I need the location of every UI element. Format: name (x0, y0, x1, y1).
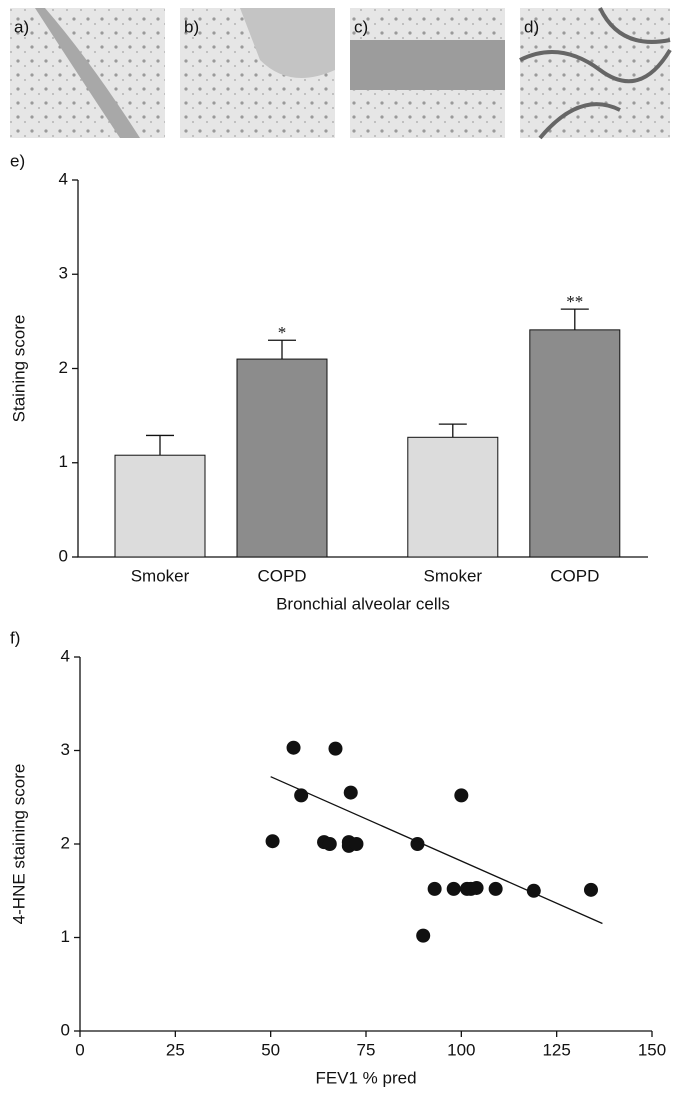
y-tick-label: 2 (59, 358, 68, 377)
point (266, 834, 280, 848)
panel-label: e) (10, 151, 25, 170)
point (416, 929, 430, 943)
tissue (350, 40, 505, 90)
figure: a) b) c) d) e) 0 1 2 3 4 Staining score Bronchi… (0, 0, 673, 1093)
panel-label: c) (354, 17, 368, 36)
y-tick-label: 4 (61, 646, 70, 665)
panel-label: f) (10, 628, 20, 647)
x-tick-label: COPD (550, 566, 599, 585)
point (328, 742, 342, 756)
panel-label: d) (524, 17, 539, 36)
fit-line (271, 777, 603, 924)
error-bar (146, 435, 174, 455)
bar (237, 359, 327, 557)
point (287, 741, 301, 755)
x-tick-label: Smoker (424, 566, 483, 585)
y-tick-label: 1 (61, 927, 70, 946)
y-tick-label: 4 (59, 169, 68, 188)
bar (115, 455, 205, 557)
y-tick-label: 0 (61, 1020, 70, 1039)
significance: ** (566, 292, 583, 311)
x-tick-label: 125 (542, 1040, 570, 1059)
point (428, 882, 442, 896)
y-tick-label: 2 (61, 833, 70, 852)
error-bar (439, 424, 467, 437)
x-tick-label: COPD (257, 566, 306, 585)
significance: * (278, 323, 287, 342)
y-axis-label: Staining score (9, 315, 28, 423)
error-bar (268, 340, 296, 359)
x-tick-label: 0 (75, 1040, 84, 1059)
micrographs: a) b) c) d) (10, 8, 670, 138)
x-tick-label: Smoker (131, 566, 190, 585)
x-tick-label: 100 (447, 1040, 475, 1059)
x-axis-label: Bronchial alveolar cells (276, 594, 450, 613)
point (454, 788, 468, 802)
x-tick-label: 50 (261, 1040, 280, 1059)
bar (408, 437, 498, 557)
panel-label: b) (184, 17, 199, 36)
x-tick-label: 25 (166, 1040, 185, 1059)
point (489, 882, 503, 896)
x-axis-label: FEV1 % pred (315, 1068, 416, 1087)
y-tick-label: 0 (59, 546, 68, 565)
y-tick-label: 3 (59, 264, 68, 283)
point (349, 837, 363, 851)
bar (530, 330, 620, 557)
y-tick-label: 3 (61, 740, 70, 759)
point (344, 786, 358, 800)
panel-label: a) (14, 17, 29, 36)
point (584, 883, 598, 897)
point (447, 882, 461, 896)
point (323, 837, 337, 851)
x-tick-label: 75 (357, 1040, 376, 1059)
point (470, 881, 484, 895)
y-tick-label: 1 (59, 452, 68, 471)
x-tick-label: 150 (638, 1040, 666, 1059)
error-bar (561, 309, 589, 330)
y-axis-label: 4-HNE staining score (9, 764, 28, 925)
axes (80, 657, 652, 1031)
